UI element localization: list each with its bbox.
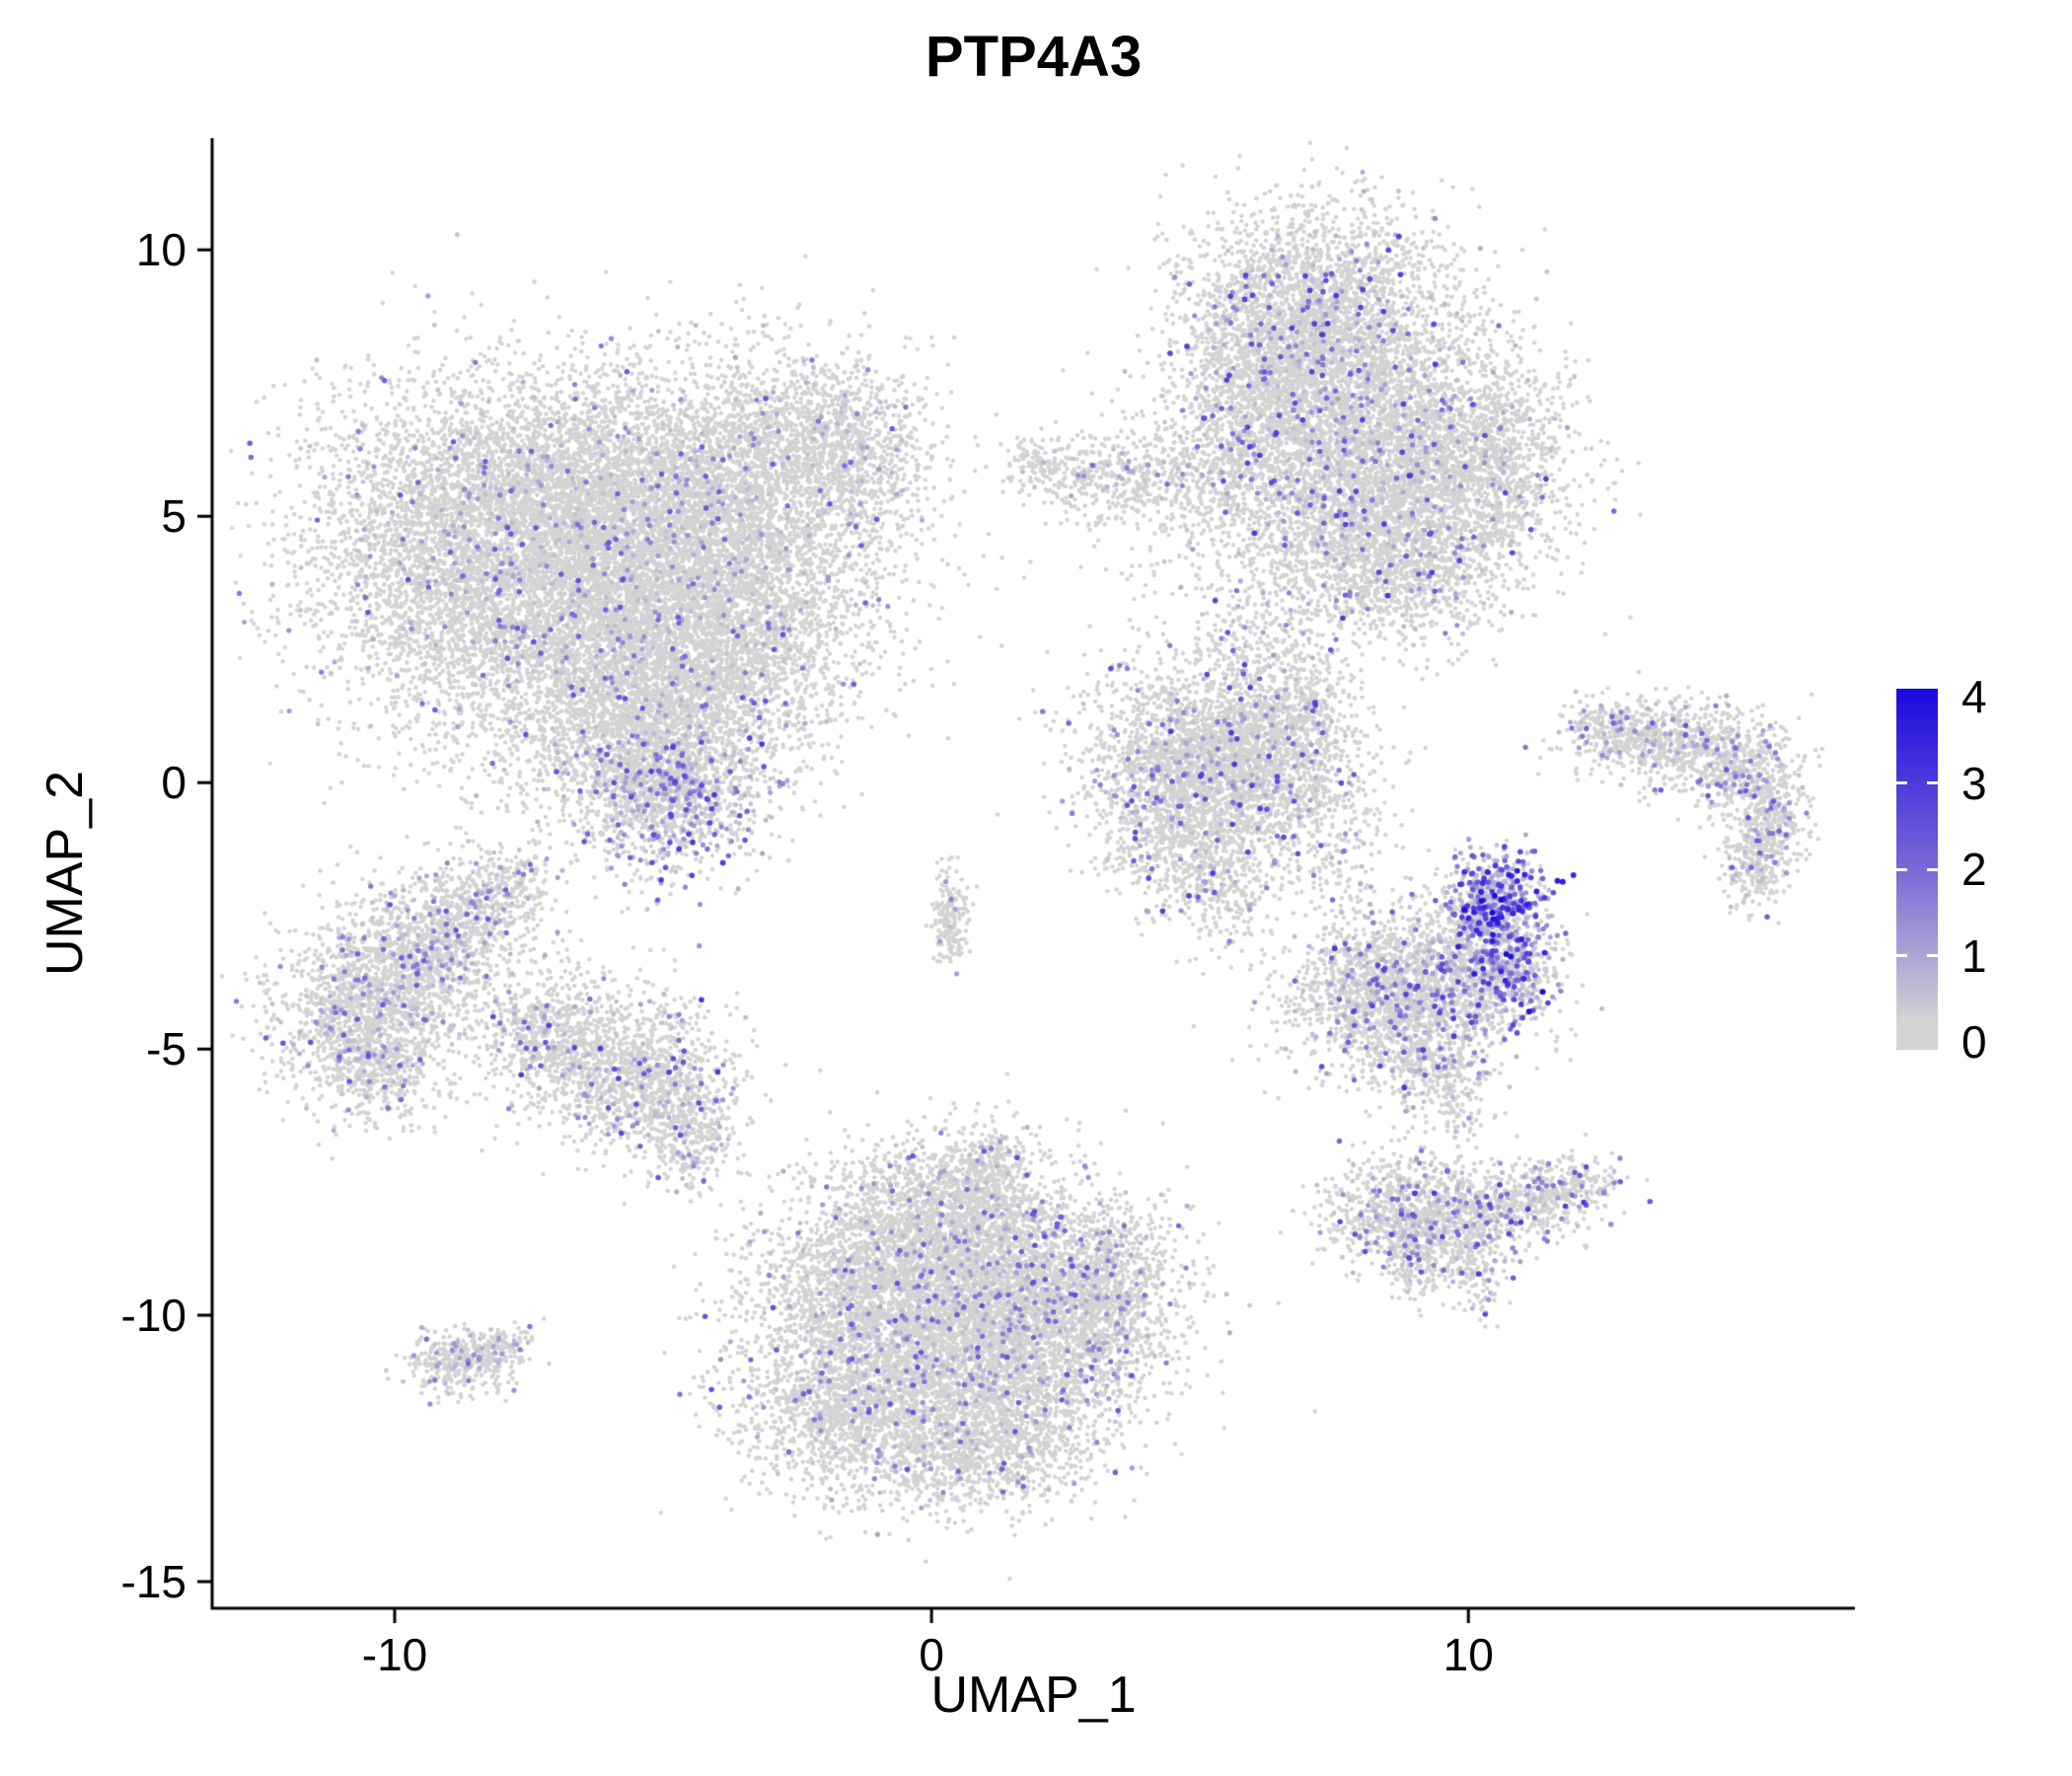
legend-colorbar-tick [1896, 781, 1907, 784]
plot-title: PTP4A3 [925, 25, 1143, 89]
legend-colorbar-tick [1927, 867, 1938, 871]
legend-tick-label: 4 [1961, 671, 1987, 722]
legend-tick-label: 1 [1961, 929, 1987, 982]
y-tick-label: -5 [146, 1023, 186, 1075]
x-tick-label: 0 [919, 1629, 944, 1680]
y-tick-label: -15 [120, 1556, 186, 1607]
legend-tick-label: 2 [1961, 844, 1987, 895]
x-tick-label: -10 [361, 1629, 428, 1680]
legend-colorbar-tick [1896, 867, 1907, 871]
y-tick-label: 10 [135, 224, 186, 276]
x-tick-label: 10 [1443, 1629, 1494, 1680]
legend-colorbar-tick [1927, 954, 1938, 957]
y-tick-label: -10 [120, 1290, 186, 1342]
legend-tick-label: 3 [1961, 757, 1987, 809]
x-axis-label: UMAP_1 [930, 1666, 1137, 1724]
y-tick-label: 0 [161, 757, 186, 809]
legend-colorbar-tick [1927, 781, 1938, 784]
legend-tick-label: 0 [1961, 1016, 1987, 1068]
y-tick-label: 5 [161, 490, 186, 543]
legend-colorbar-tick [1896, 954, 1907, 957]
